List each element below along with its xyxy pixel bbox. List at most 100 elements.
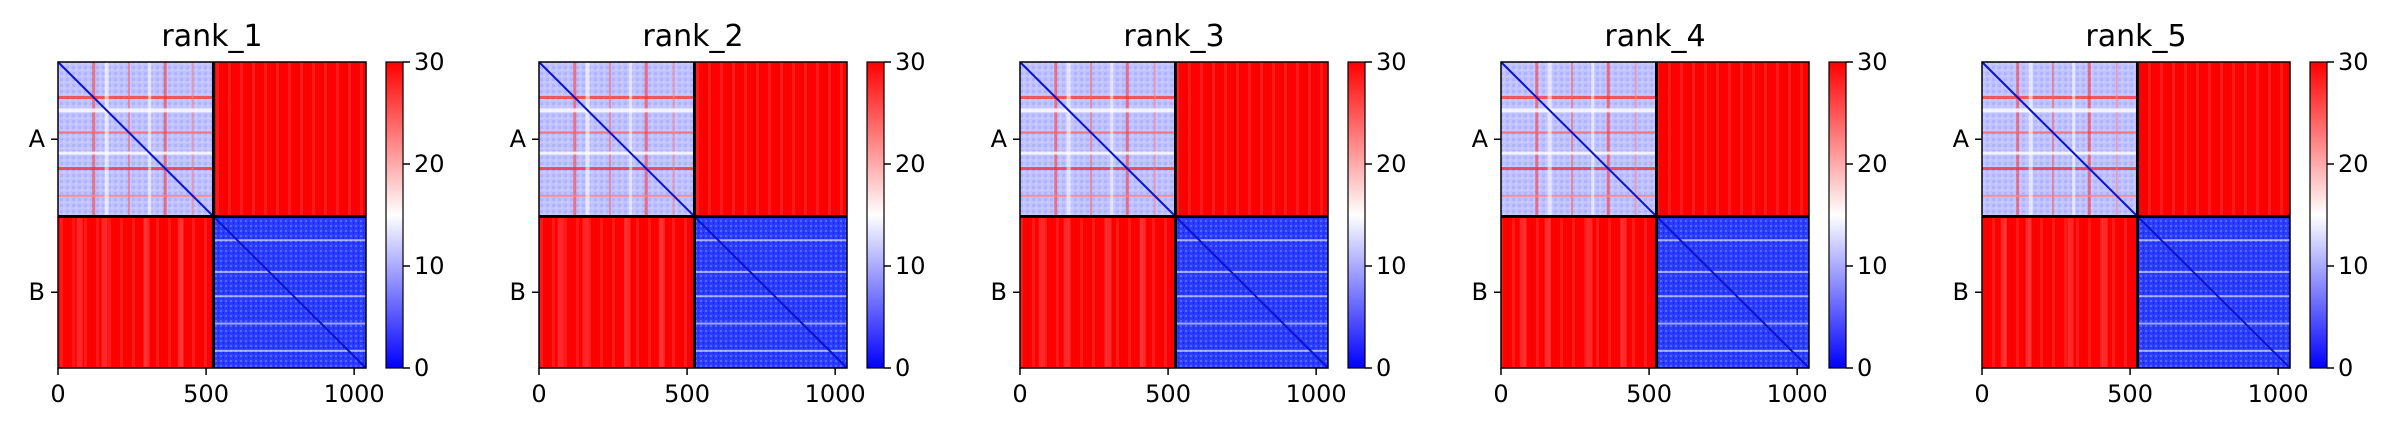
colorbar-tick-label: 30 [1857,48,1888,76]
heatmap-streak [1591,62,1595,217]
block-A-B [213,62,366,217]
heatmap-streak [557,216,564,368]
heatmap-streak [694,295,847,298]
heatmap-streak [1982,131,2138,134]
heatmap-streak [539,95,695,99]
x-tick-label: 1000 [805,380,866,408]
x-tick-label: 500 [183,380,229,408]
heatmap-streak [1634,62,1637,217]
heatmap-streak [191,62,194,217]
heatmap-streak [58,131,214,134]
x-tick-label: 0 [1974,380,1989,408]
panel-title: rank_5 [2085,19,2186,54]
heatmap-streak [1110,62,1114,217]
heatmap-streak [1501,167,1657,171]
heatmap-streak [539,131,695,134]
colorbar-tick-label: 0 [2338,354,2353,382]
heatmap-streak [1982,108,2138,113]
heatmap-streak [624,216,631,368]
heatmap-streak [582,216,589,368]
plot-frame [1981,61,2291,369]
heatmap-streak [1544,216,1551,368]
heatmap-streak [672,62,675,217]
colorbar-tick-label: 0 [1376,354,1391,382]
heatmap-streak [1066,62,1071,217]
x-tick-label: 1000 [1286,380,1347,408]
x-tick-label: 500 [664,380,710,408]
x-tick-label: 500 [2107,380,2153,408]
x-tick-label: 1000 [324,380,385,408]
heatmap-streak [1089,62,1092,217]
colorbar-tick-label: 10 [1857,252,1888,280]
heatmap-streak [1656,322,1809,325]
block-A-B [1656,62,1809,217]
heatmap-streak [1501,95,1657,99]
heatmap-streak [2016,62,2020,217]
heatmap-streak [573,62,577,217]
heatmap-streak [2101,216,2108,368]
y-chain-label: A [510,125,527,153]
colorbar-tick-label: 0 [1857,354,1872,382]
y-chain-label: B [510,278,526,306]
y-chain-label: B [1953,278,1969,306]
heatmap-streak [1175,295,1328,298]
heatmap-streak [2137,295,2290,298]
heatmap-streak [539,194,695,197]
heatmap-streak [213,295,366,298]
heatmap-streak [2115,62,2118,217]
heatmap-streak [1105,216,1112,368]
y-chain-label: A [29,125,46,153]
heatmap-streak [1020,131,1176,134]
heatmap-streak [539,167,695,171]
heatmap-streak [58,167,214,171]
y-chain-label: B [1472,278,1488,306]
heatmap-streak [1982,95,2138,99]
heatmap-streak [1501,108,1657,113]
heatmap-streak [694,322,847,325]
colorbar-tick-label: 30 [414,48,445,76]
heatmap-streak [2072,62,2076,217]
x-tick-label: 500 [1145,380,1191,408]
heatmap-streak [1656,239,1809,242]
colorbar-tick-label: 30 [895,48,926,76]
heatmap-streak [1038,216,1045,368]
heatmap-streak [694,271,847,274]
heatmap-streak [539,108,695,113]
colorbar-tick-label: 10 [1376,252,1407,280]
block-A-B [694,62,847,217]
heatmap-panel: rank_5 A B 0 500 1000 0 10 20 30 [1953,19,2369,408]
heatmap-streak [1501,131,1657,134]
block-A-B [1175,62,1328,217]
heatmap-streak [1570,62,1573,217]
block-B-A [1982,216,2138,368]
heatmap-streak [92,62,96,217]
colorbar-tick-label: 30 [2338,48,2369,76]
heatmap-panel: rank_3 A B 0 500 1000 0 10 20 30 [991,19,1407,408]
heatmap-streak [1063,216,1070,368]
heatmap-streak [1656,349,1809,352]
colorbar-tick-label: 20 [414,150,445,178]
heatmap-streak [2137,271,2290,274]
heatmap-streak [644,62,648,217]
heatmap-streak [2028,62,2033,217]
y-chain-label: B [991,278,1007,306]
plot-frame [1019,61,1329,369]
heatmap-streak [177,216,184,368]
heatmap-streak [2137,349,2290,352]
colorbar [1828,61,1847,369]
colorbar-tick-label: 10 [414,252,445,280]
heatmap-streak [1535,62,1539,217]
heatmap-streak [1175,271,1328,274]
x-tick-label: 0 [1493,380,1508,408]
heatmap-streak [213,349,366,352]
heatmap-streak [1020,108,1176,113]
heatmap-streak [213,271,366,274]
colorbar-tick-label: 10 [2338,252,2369,280]
x-tick-label: 1000 [2248,380,2309,408]
x-tick-label: 0 [50,380,65,408]
heatmap-streak [2051,62,2054,217]
heatmap-streak [163,62,167,217]
heatmap-streak [58,108,214,113]
colorbar [2309,61,2328,369]
